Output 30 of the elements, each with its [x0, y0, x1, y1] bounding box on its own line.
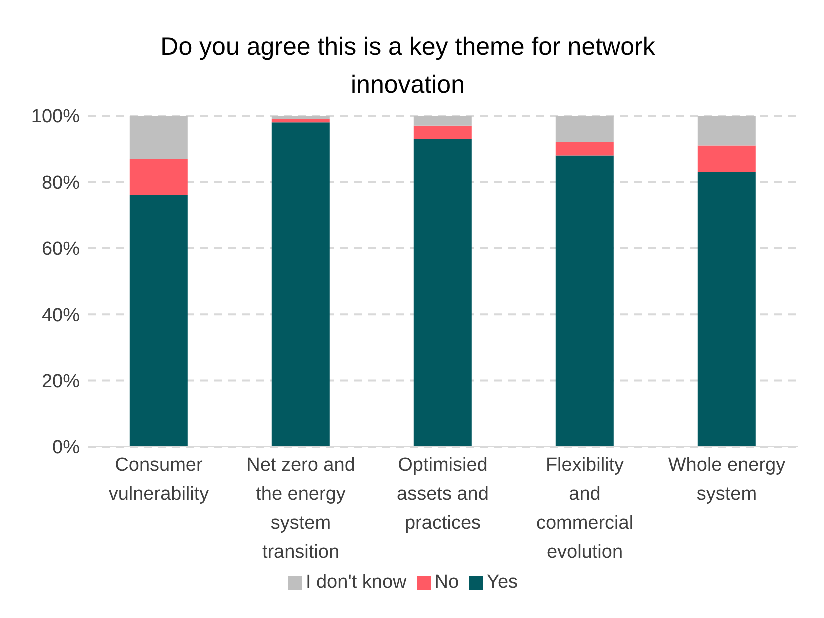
bar	[698, 172, 756, 447]
legend-label: I don't know	[306, 572, 407, 593]
bar	[556, 142, 614, 156]
bar	[698, 116, 756, 146]
bar	[272, 116, 330, 120]
y-tick-label: 100%	[31, 106, 80, 128]
bar	[272, 119, 330, 123]
y-tick-label: 20%	[42, 372, 80, 393]
bar	[556, 116, 614, 142]
bar	[698, 146, 756, 172]
y-tick-label: 40%	[42, 305, 80, 326]
y-tick-label: 0%	[52, 438, 80, 459]
y-tick-label: 80%	[42, 172, 80, 194]
bar	[130, 195, 188, 447]
x-tick-label: Whole energy system	[668, 455, 786, 505]
legend-label: No	[434, 572, 460, 593]
bar	[130, 159, 188, 196]
bar	[414, 116, 472, 126]
bar	[556, 156, 614, 447]
y-tick-label: 60%	[42, 239, 80, 260]
legend-label: Yes	[487, 572, 518, 593]
x-tick-label: Consumer vulnerability	[108, 455, 210, 505]
bar	[130, 116, 188, 160]
bar	[414, 139, 472, 447]
x-tick-label: Net zero and the energy system transition	[246, 455, 356, 563]
bar	[272, 122, 330, 447]
chart-title: Do you agree this is a key theme for network innovation	[160, 32, 656, 101]
bar	[414, 126, 472, 140]
x-tick-label: Optimisied assets and practices	[397, 455, 489, 534]
x-tick-label: Flexibility and commercial evolution	[536, 455, 634, 563]
